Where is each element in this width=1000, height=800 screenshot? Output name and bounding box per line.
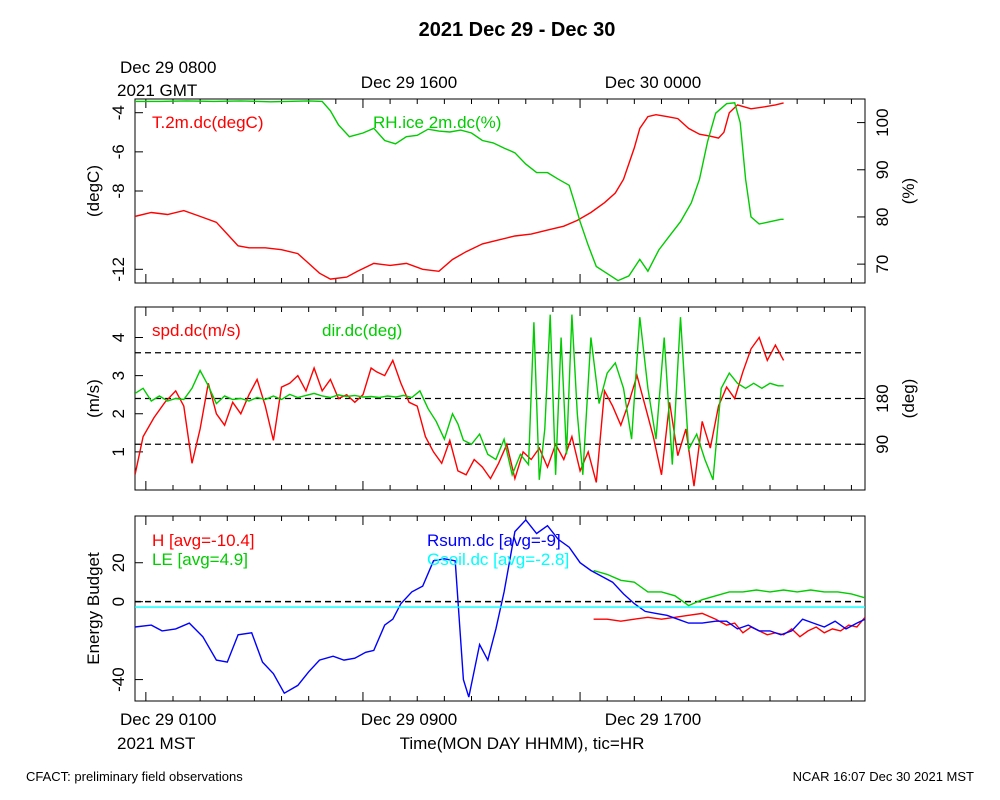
y-tick-label-left: 4 bbox=[109, 333, 128, 342]
bottom-axis-label-3: Dec 29 1700 bbox=[605, 710, 701, 729]
legend-label: T.2m.dc(degC) bbox=[152, 113, 263, 132]
series-line-green bbox=[135, 314, 784, 481]
series-line-blue bbox=[135, 518, 865, 698]
series-line-red bbox=[135, 102, 784, 280]
bottom-axis-label-2: Dec 29 0900 bbox=[361, 710, 457, 729]
footer-left: CFACT: preliminary field observations bbox=[26, 769, 243, 784]
legend-label: Rsum.dc [avg=-9] bbox=[427, 531, 561, 550]
series-line-green bbox=[593, 569, 865, 607]
legend-label: spd.dc(m/s) bbox=[152, 321, 241, 340]
y-tick-label-left: 1 bbox=[109, 447, 128, 456]
legend-label: Gsoil.dc [avg=-2.8] bbox=[427, 550, 569, 569]
top-axis-label-3: Dec 30 0000 bbox=[605, 73, 701, 92]
top-axis-label-1b: 2021 GMT bbox=[117, 81, 197, 100]
series-line-red bbox=[135, 336, 785, 487]
legend-label: LE [avg=4.9] bbox=[152, 550, 248, 569]
top-axis-label-2: Dec 29 1600 bbox=[361, 73, 457, 92]
plot-frame bbox=[134, 515, 866, 702]
y-tick-label-left: 3 bbox=[109, 371, 128, 380]
series-line-green bbox=[135, 100, 784, 282]
y-tick-label-left: -40 bbox=[109, 667, 128, 692]
y-axis-title-left: Energy Budget bbox=[84, 552, 103, 665]
y-tick-label-left: -6 bbox=[109, 144, 128, 159]
legend-label: H [avg=-10.4] bbox=[152, 531, 255, 550]
chart-title: 2021 Dec 29 - Dec 30 bbox=[419, 19, 616, 41]
y-tick-label-left: 0 bbox=[109, 597, 128, 606]
y-tick-label-right: 100 bbox=[873, 108, 892, 136]
y-axis-title-left: (degC) bbox=[84, 165, 103, 217]
y-tick-label-right: 70 bbox=[873, 255, 892, 274]
y-axis-title-left: (m/s) bbox=[84, 379, 103, 418]
y-tick-label-right: 80 bbox=[873, 207, 892, 226]
wind-panel: 1 2 3 4 90 180 (m/s) (deg) spd.dc(m/s) dir.dc(deg… bbox=[84, 306, 918, 491]
legend-label: dir.dc(deg) bbox=[322, 321, 402, 340]
energy-budget-panel: 20 0 -40 Energy Budget H [avg=-10.4]LE [avg=… bbox=[84, 515, 866, 702]
x-axis-title: Time(MON DAY HHMM), tic=HR bbox=[400, 734, 645, 753]
y-axis-title-right: (deg) bbox=[899, 379, 918, 419]
y-tick-label-right: 90 bbox=[873, 435, 892, 454]
y-tick-label-left: -8 bbox=[109, 183, 128, 198]
bottom-axis-label-1b: 2021 MST bbox=[117, 734, 195, 753]
series-line-red bbox=[593, 612, 865, 638]
y-tick-label-left: 2 bbox=[109, 409, 128, 418]
y-tick-label-left: -12 bbox=[109, 257, 128, 282]
bottom-axis-label-1a: Dec 29 0100 bbox=[120, 710, 216, 729]
footer-right: NCAR 16:07 Dec 30 2021 MST bbox=[793, 769, 974, 784]
temperature-humidity-panel: -4 -6 -8 -12 100 90 80 70 (degC) (%) T.2m.dc(degC)… bbox=[84, 98, 918, 284]
top-axis-label-1a: Dec 29 0800 bbox=[120, 58, 216, 77]
y-axis-title-right: (%) bbox=[899, 178, 918, 204]
y-tick-label-right: 180 bbox=[873, 384, 892, 412]
legend-label: RH.ice 2m.dc(%) bbox=[373, 113, 501, 132]
y-tick-label-left: -4 bbox=[109, 105, 128, 120]
y-tick-label-left: 20 bbox=[109, 553, 128, 572]
y-tick-label-right: 90 bbox=[873, 160, 892, 179]
